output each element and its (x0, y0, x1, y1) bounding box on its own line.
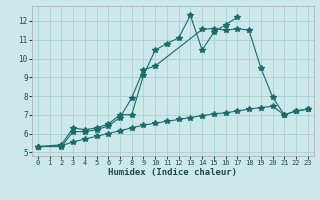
X-axis label: Humidex (Indice chaleur): Humidex (Indice chaleur) (108, 168, 237, 177)
